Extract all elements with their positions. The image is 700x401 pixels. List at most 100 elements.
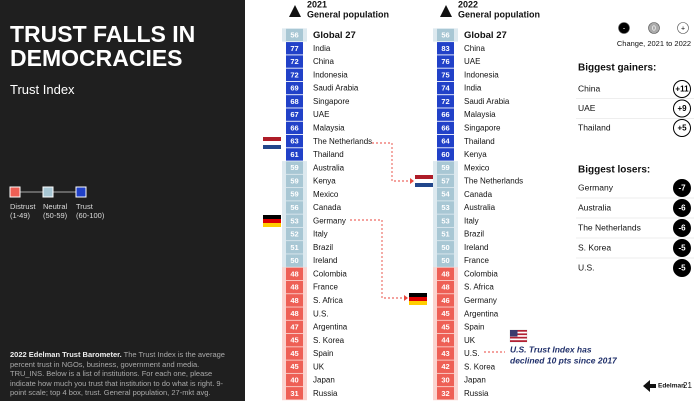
score-cell: [437, 360, 454, 373]
score: 45: [441, 322, 449, 331]
score: 45: [290, 349, 298, 358]
score: 59: [290, 190, 298, 199]
change-value: -5: [678, 264, 686, 273]
list-title: Biggest gainers:: [578, 63, 656, 74]
score-cell: [437, 174, 454, 188]
score-cell: [286, 188, 303, 201]
score: 48: [441, 269, 449, 278]
country: U.S.: [464, 349, 480, 358]
score: 40: [290, 376, 298, 385]
score-cell: [437, 68, 454, 82]
population-icon: [289, 5, 301, 17]
arrowheads: [404, 178, 414, 301]
score: 72: [290, 70, 298, 79]
column-year: 2022: [458, 0, 478, 9]
country: Global 27: [464, 30, 507, 41]
country: Japan: [464, 376, 486, 385]
country: Germany: [313, 216, 346, 225]
score-cell: [437, 42, 454, 55]
legend-label: Trust: [76, 202, 94, 211]
list-country: U.S.: [578, 262, 595, 272]
subtitle: Trust Index: [10, 82, 75, 97]
score-cell: [286, 373, 303, 387]
list-country: The Netherlands: [578, 222, 641, 232]
score-cell: [437, 307, 454, 320]
country: Germany: [464, 296, 497, 305]
score-cell: [437, 334, 454, 347]
change-badge: [673, 239, 691, 257]
score-cell: [286, 81, 303, 95]
score-cell: [286, 334, 303, 347]
score: 45: [290, 336, 298, 345]
score-cell: [286, 161, 303, 174]
score: 48: [290, 296, 298, 305]
country: Indonesia: [313, 70, 348, 79]
country: Mexico: [464, 163, 490, 172]
score-cell: [437, 294, 454, 307]
score-cell: [286, 227, 303, 241]
annotation: U.S. Trust Index has: [510, 344, 592, 354]
country: Kenya: [464, 150, 487, 159]
score-cell: [286, 134, 303, 148]
score-cell: [286, 201, 303, 214]
score: 75: [441, 70, 449, 79]
dark-panel: [0, 0, 245, 401]
change-symbol-label: -: [623, 25, 626, 32]
brand: Edelman: [658, 383, 685, 390]
score: 72: [290, 57, 298, 66]
country: Russia: [464, 389, 489, 398]
list-country: S. Korea: [578, 242, 611, 252]
column-population: General population: [307, 9, 389, 19]
country: Canada: [464, 190, 493, 199]
score: 50: [441, 243, 449, 252]
score: 76: [441, 57, 449, 66]
country: Italy: [313, 230, 328, 239]
list-country: Thailand: [578, 122, 611, 132]
change-symbol-label: 0: [652, 25, 656, 32]
score-cell: [437, 214, 454, 227]
score: 54: [441, 190, 450, 199]
score-cell: [437, 254, 454, 267]
legend-label: Distrust: [10, 202, 36, 211]
score: 47: [290, 322, 298, 331]
country: Ireland: [464, 243, 488, 252]
score-cell: [286, 42, 303, 55]
change-badge: [673, 199, 691, 217]
score: 83: [441, 44, 449, 53]
country: Saudi Arabia: [464, 97, 510, 106]
country: The Netherlands: [313, 137, 372, 146]
country: Malaysia: [313, 123, 345, 132]
score-cell: [286, 174, 303, 188]
flag-us: [509, 329, 528, 343]
score: 56: [290, 30, 298, 39]
country: UK: [464, 336, 476, 345]
score: 66: [290, 123, 298, 132]
score-cell: [437, 373, 454, 387]
country: Ireland: [313, 256, 337, 265]
score: 42: [441, 362, 449, 371]
country: Argentina: [313, 323, 348, 332]
score: 69: [290, 84, 298, 93]
score-cell: [286, 95, 303, 108]
country: China: [464, 44, 485, 53]
country: Australia: [313, 163, 345, 172]
change-value: -7: [678, 184, 686, 193]
score-cell: [437, 347, 454, 360]
country: Brazil: [313, 243, 333, 252]
legend-swatch: [75, 186, 87, 198]
score: 32: [441, 389, 449, 398]
title-line: TRUST FALLS IN: [10, 21, 196, 47]
score-cell: [286, 320, 303, 334]
source-text: The Trust Index is the average percent t…: [10, 350, 225, 397]
score: 53: [290, 216, 298, 225]
change-value: -6: [678, 204, 686, 213]
score: 46: [441, 296, 449, 305]
country: Argentina: [464, 309, 499, 318]
score: 66: [441, 123, 449, 132]
change-value: +11: [675, 85, 689, 94]
country: India: [313, 44, 331, 53]
score-cell: [437, 387, 454, 400]
score-cell: [286, 280, 303, 294]
